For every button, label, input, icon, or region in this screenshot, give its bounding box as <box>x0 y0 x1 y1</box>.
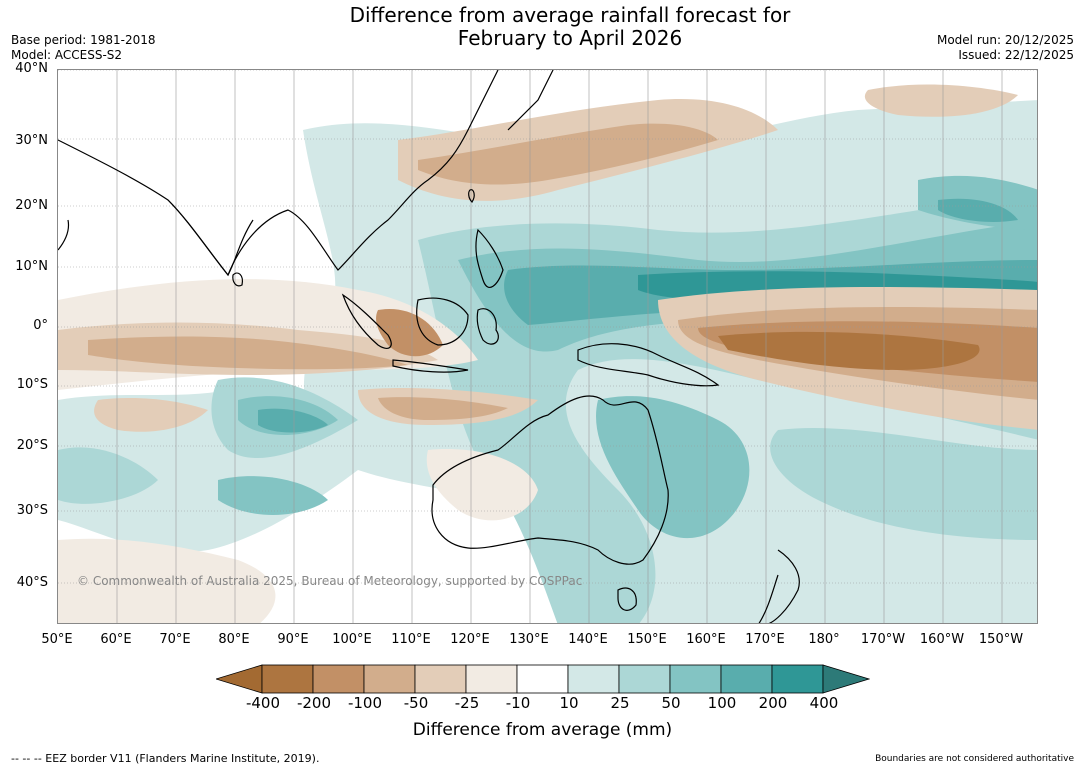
colorbar-tick-label: -50 <box>403 694 429 712</box>
anomaly-region <box>938 198 1018 222</box>
coastline-java <box>392 359 469 373</box>
lon-label: 180° <box>808 632 840 647</box>
coastline-borneo <box>416 297 469 346</box>
model-name: Model: ACCESS-S2 <box>11 48 123 62</box>
lon-label: 130°E <box>509 632 549 647</box>
lat-label: 40°S <box>16 575 48 590</box>
title-line-2: February to April 2026 <box>457 26 683 50</box>
anomaly-region <box>376 309 443 357</box>
colorbar-tick-label: -100 <box>347 694 383 712</box>
anomaly-region <box>88 336 408 370</box>
colorbar-cell <box>516 664 569 694</box>
colorbar-cell <box>771 664 824 694</box>
model-run: Model run: 20/12/2025 <box>936 33 1074 47</box>
title-line-1: Difference from average rainfall forecas… <box>349 3 791 27</box>
lon-label: 50°E <box>41 632 73 647</box>
anomaly-region <box>770 428 1037 540</box>
map-svg <box>58 70 1037 623</box>
coastline-sri-lanka <box>232 272 243 287</box>
lon-label: 150°E <box>627 632 667 647</box>
colorbar-tick-label: 10 <box>559 694 579 712</box>
colorbar-arrow-high <box>822 664 870 694</box>
colorbar-cell <box>669 664 722 694</box>
colorbar-title: Difference from average (mm) <box>412 720 673 740</box>
lon-label: 150°W <box>978 632 1024 647</box>
base-period: Base period: 1981-2018 <box>11 33 156 47</box>
rainfall-map <box>57 69 1038 624</box>
lon-label: 140°E <box>568 632 608 647</box>
boundaries-disclaimer: Boundaries are not considered authoritat… <box>875 754 1074 764</box>
colorbar-tick-label: -200 <box>296 694 332 712</box>
lat-label: 30°N <box>15 133 48 148</box>
lat-label: 20°N <box>15 198 48 213</box>
coastline-new-zealand <box>758 549 800 623</box>
coastline-australia <box>431 395 669 565</box>
colorbar-tick-label: 25 <box>610 694 630 712</box>
colorbar-cell <box>567 664 620 694</box>
lat-label: 30°S <box>16 503 48 518</box>
colorbar-cell <box>261 664 314 694</box>
anomaly-region <box>718 331 980 370</box>
lon-label: 100°E <box>332 632 372 647</box>
meta-right: Model run: 20/12/2025 Issued: 22/12/2025 <box>937 33 1074 63</box>
colorbar-cell <box>414 664 467 694</box>
coastline-sumatra <box>341 293 392 349</box>
coastline-new-guinea <box>577 343 720 387</box>
coastline-taiwan <box>468 189 475 203</box>
lon-label: 110°E <box>391 632 431 647</box>
colorbar-tick-label: -25 <box>454 694 480 712</box>
colorbar-tick-label: 100 <box>707 694 737 712</box>
coastline-japan <box>507 70 554 131</box>
coastline-africa <box>58 219 70 251</box>
copyright-notice: © Commonwealth of Australia 2025, Bureau… <box>77 574 583 588</box>
lon-label: 120°E <box>450 632 490 647</box>
lon-label: 70°E <box>159 632 191 647</box>
colorbar-tick-label: 200 <box>758 694 788 712</box>
colorbar-cell <box>312 664 365 694</box>
colorbar-tick-label: -400 <box>245 694 281 712</box>
colorbar-tick-label: -10 <box>505 694 531 712</box>
issued-date: Issued: 22/12/2025 <box>958 48 1074 62</box>
colorbar <box>216 664 870 694</box>
lon-label: 60°E <box>100 632 132 647</box>
lon-label: 90°E <box>277 632 309 647</box>
lon-label: 80°E <box>218 632 250 647</box>
lat-label: 40°N <box>15 61 48 76</box>
anomaly-region <box>596 396 750 539</box>
lat-label: 10°S <box>16 377 48 392</box>
graticule <box>58 70 1037 623</box>
colorbar-cell <box>363 664 416 694</box>
anomaly-region <box>378 397 508 420</box>
lon-label: 160°E <box>686 632 726 647</box>
meta-left: Base period: 1981-2018 Model: ACCESS-S2 <box>11 33 156 63</box>
colorbar-arrow-low <box>216 664 263 694</box>
colorbar-cell <box>618 664 671 694</box>
coastlines <box>58 70 800 623</box>
lat-label: 10°N <box>15 259 48 274</box>
lon-label: 170°W <box>860 632 906 647</box>
colorbar-cell <box>720 664 773 694</box>
lat-label: 20°S <box>16 438 48 453</box>
coastline-tasmania <box>617 587 637 611</box>
coastline-sulawesi <box>476 308 499 345</box>
coastline-india <box>167 199 254 277</box>
colorbar-tick-label: 50 <box>661 694 681 712</box>
rainfall-anomaly-field <box>58 84 1037 623</box>
eez-border-note: -- -- -- EEZ border V11 (Flanders Marine… <box>11 752 320 765</box>
anomaly-region <box>864 84 1018 117</box>
anomaly-region <box>58 538 276 623</box>
lat-label: 0° <box>33 318 48 333</box>
anomaly-region <box>258 408 328 433</box>
lon-label: 170°E <box>745 632 785 647</box>
colorbar-tick-label: 400 <box>809 694 839 712</box>
anomaly-region <box>94 398 208 432</box>
lon-label: 160°W <box>919 632 965 647</box>
coastline-philippines <box>475 228 504 288</box>
colorbar-cell <box>465 664 518 694</box>
anomaly-region <box>58 447 158 504</box>
anomaly-region <box>218 476 328 515</box>
chart-title: Difference from average rainfall forecas… <box>0 4 1085 50</box>
